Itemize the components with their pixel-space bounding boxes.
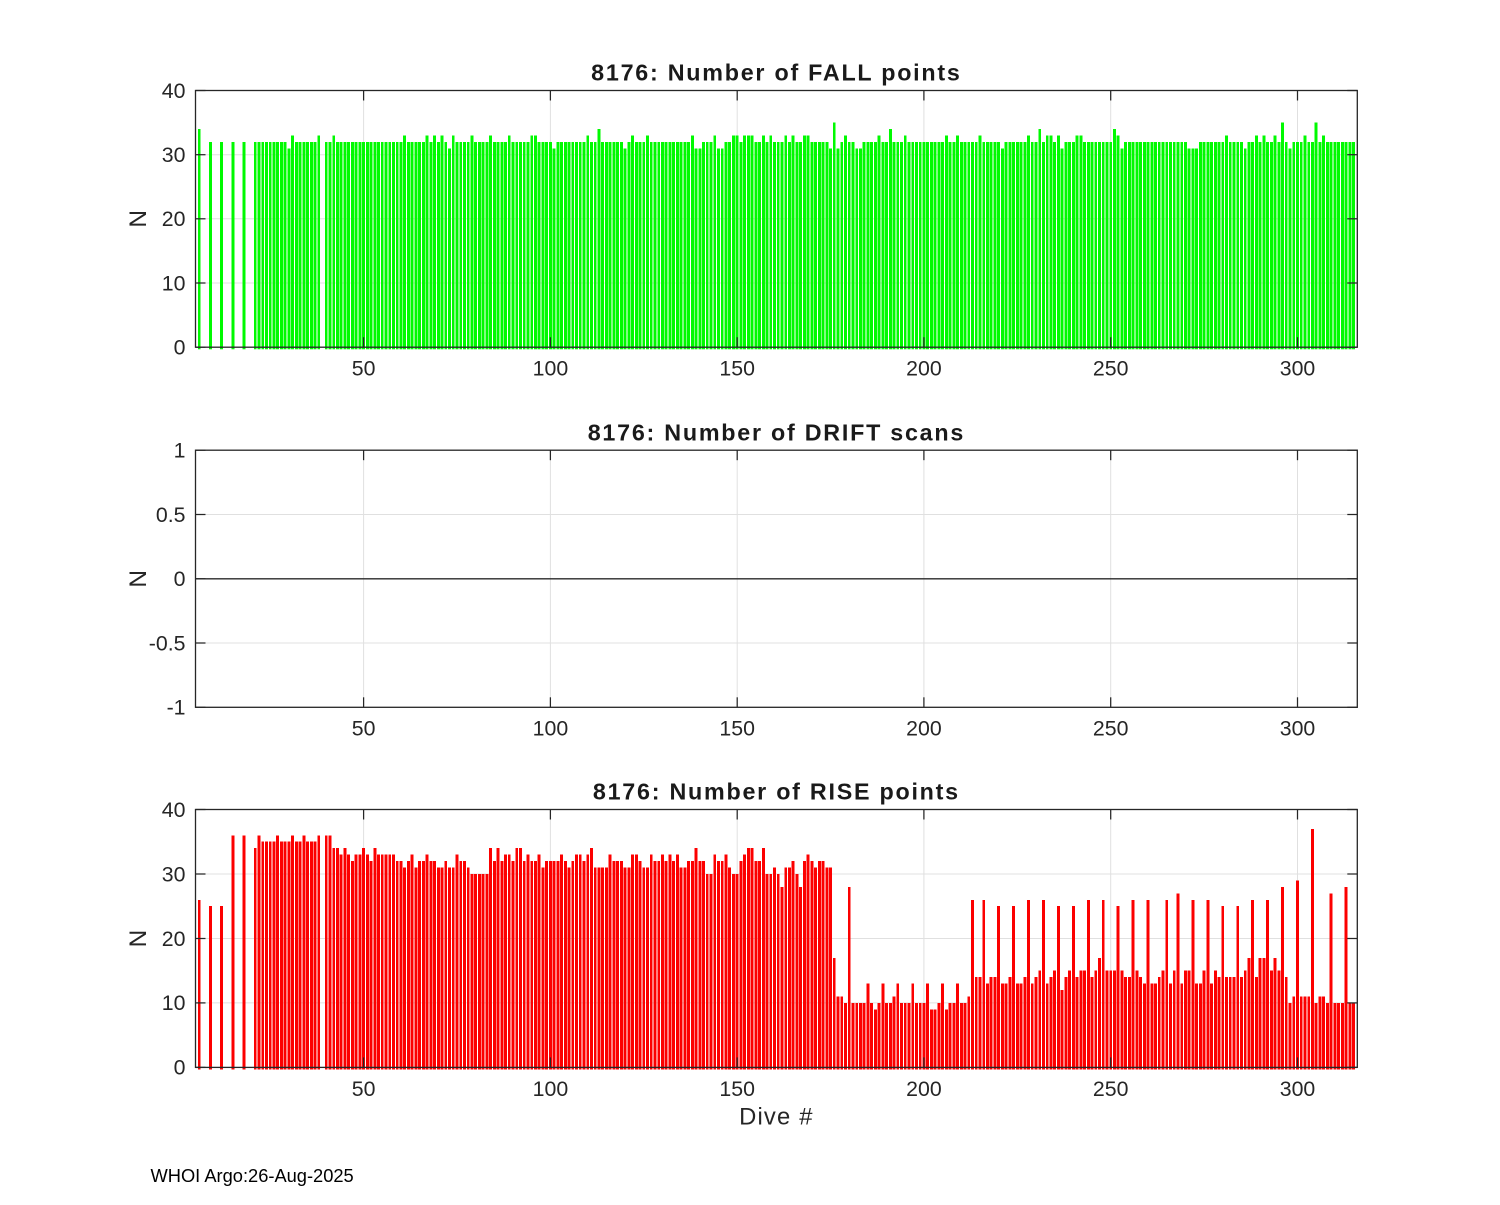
svg-text:300: 300 bbox=[1280, 357, 1316, 381]
svg-text:300: 300 bbox=[1280, 1077, 1316, 1101]
svg-text:50: 50 bbox=[352, 717, 376, 741]
svg-text:200: 200 bbox=[906, 1077, 942, 1101]
svg-text:50: 50 bbox=[352, 1077, 376, 1101]
svg-text:-1: -1 bbox=[167, 696, 186, 720]
svg-text:150: 150 bbox=[719, 717, 755, 741]
svg-text:10: 10 bbox=[162, 271, 186, 295]
svg-text:200: 200 bbox=[906, 357, 942, 381]
svg-text:250: 250 bbox=[1093, 357, 1129, 381]
svg-text:Dive #: Dive # bbox=[739, 1104, 814, 1131]
svg-text:1: 1 bbox=[174, 439, 186, 463]
svg-text:150: 150 bbox=[719, 1077, 755, 1101]
svg-text:0: 0 bbox=[174, 567, 186, 591]
svg-text:8176: Number of FALL points: 8176: Number of FALL points bbox=[591, 60, 961, 86]
svg-text:8176: Number of RISE points: 8176: Number of RISE points bbox=[593, 779, 960, 805]
svg-text:40: 40 bbox=[162, 79, 186, 103]
svg-text:200: 200 bbox=[906, 717, 942, 741]
svg-text:10: 10 bbox=[162, 991, 186, 1015]
svg-text:0: 0 bbox=[174, 336, 186, 360]
svg-text:100: 100 bbox=[533, 357, 569, 381]
svg-text:WHOI Argo:26-Aug-2025: WHOI Argo:26-Aug-2025 bbox=[151, 1165, 354, 1186]
svg-text:N: N bbox=[125, 930, 152, 948]
svg-text:300: 300 bbox=[1280, 717, 1316, 741]
svg-text:20: 20 bbox=[162, 927, 186, 951]
svg-text:50: 50 bbox=[352, 357, 376, 381]
svg-text:30: 30 bbox=[162, 143, 186, 167]
svg-text:N: N bbox=[125, 210, 152, 228]
svg-text:150: 150 bbox=[719, 357, 755, 381]
svg-text:-0.5: -0.5 bbox=[149, 631, 186, 655]
svg-text:0: 0 bbox=[174, 1056, 186, 1080]
svg-text:0.5: 0.5 bbox=[156, 503, 186, 527]
svg-text:20: 20 bbox=[162, 207, 186, 231]
svg-text:N: N bbox=[125, 570, 152, 588]
svg-text:8176: Number of DRIFT scans: 8176: Number of DRIFT scans bbox=[588, 419, 965, 445]
svg-text:100: 100 bbox=[533, 717, 569, 741]
svg-text:250: 250 bbox=[1093, 717, 1129, 741]
svg-text:40: 40 bbox=[162, 798, 186, 822]
svg-text:30: 30 bbox=[162, 862, 186, 886]
svg-text:100: 100 bbox=[533, 1077, 569, 1101]
svg-text:250: 250 bbox=[1093, 1077, 1129, 1101]
